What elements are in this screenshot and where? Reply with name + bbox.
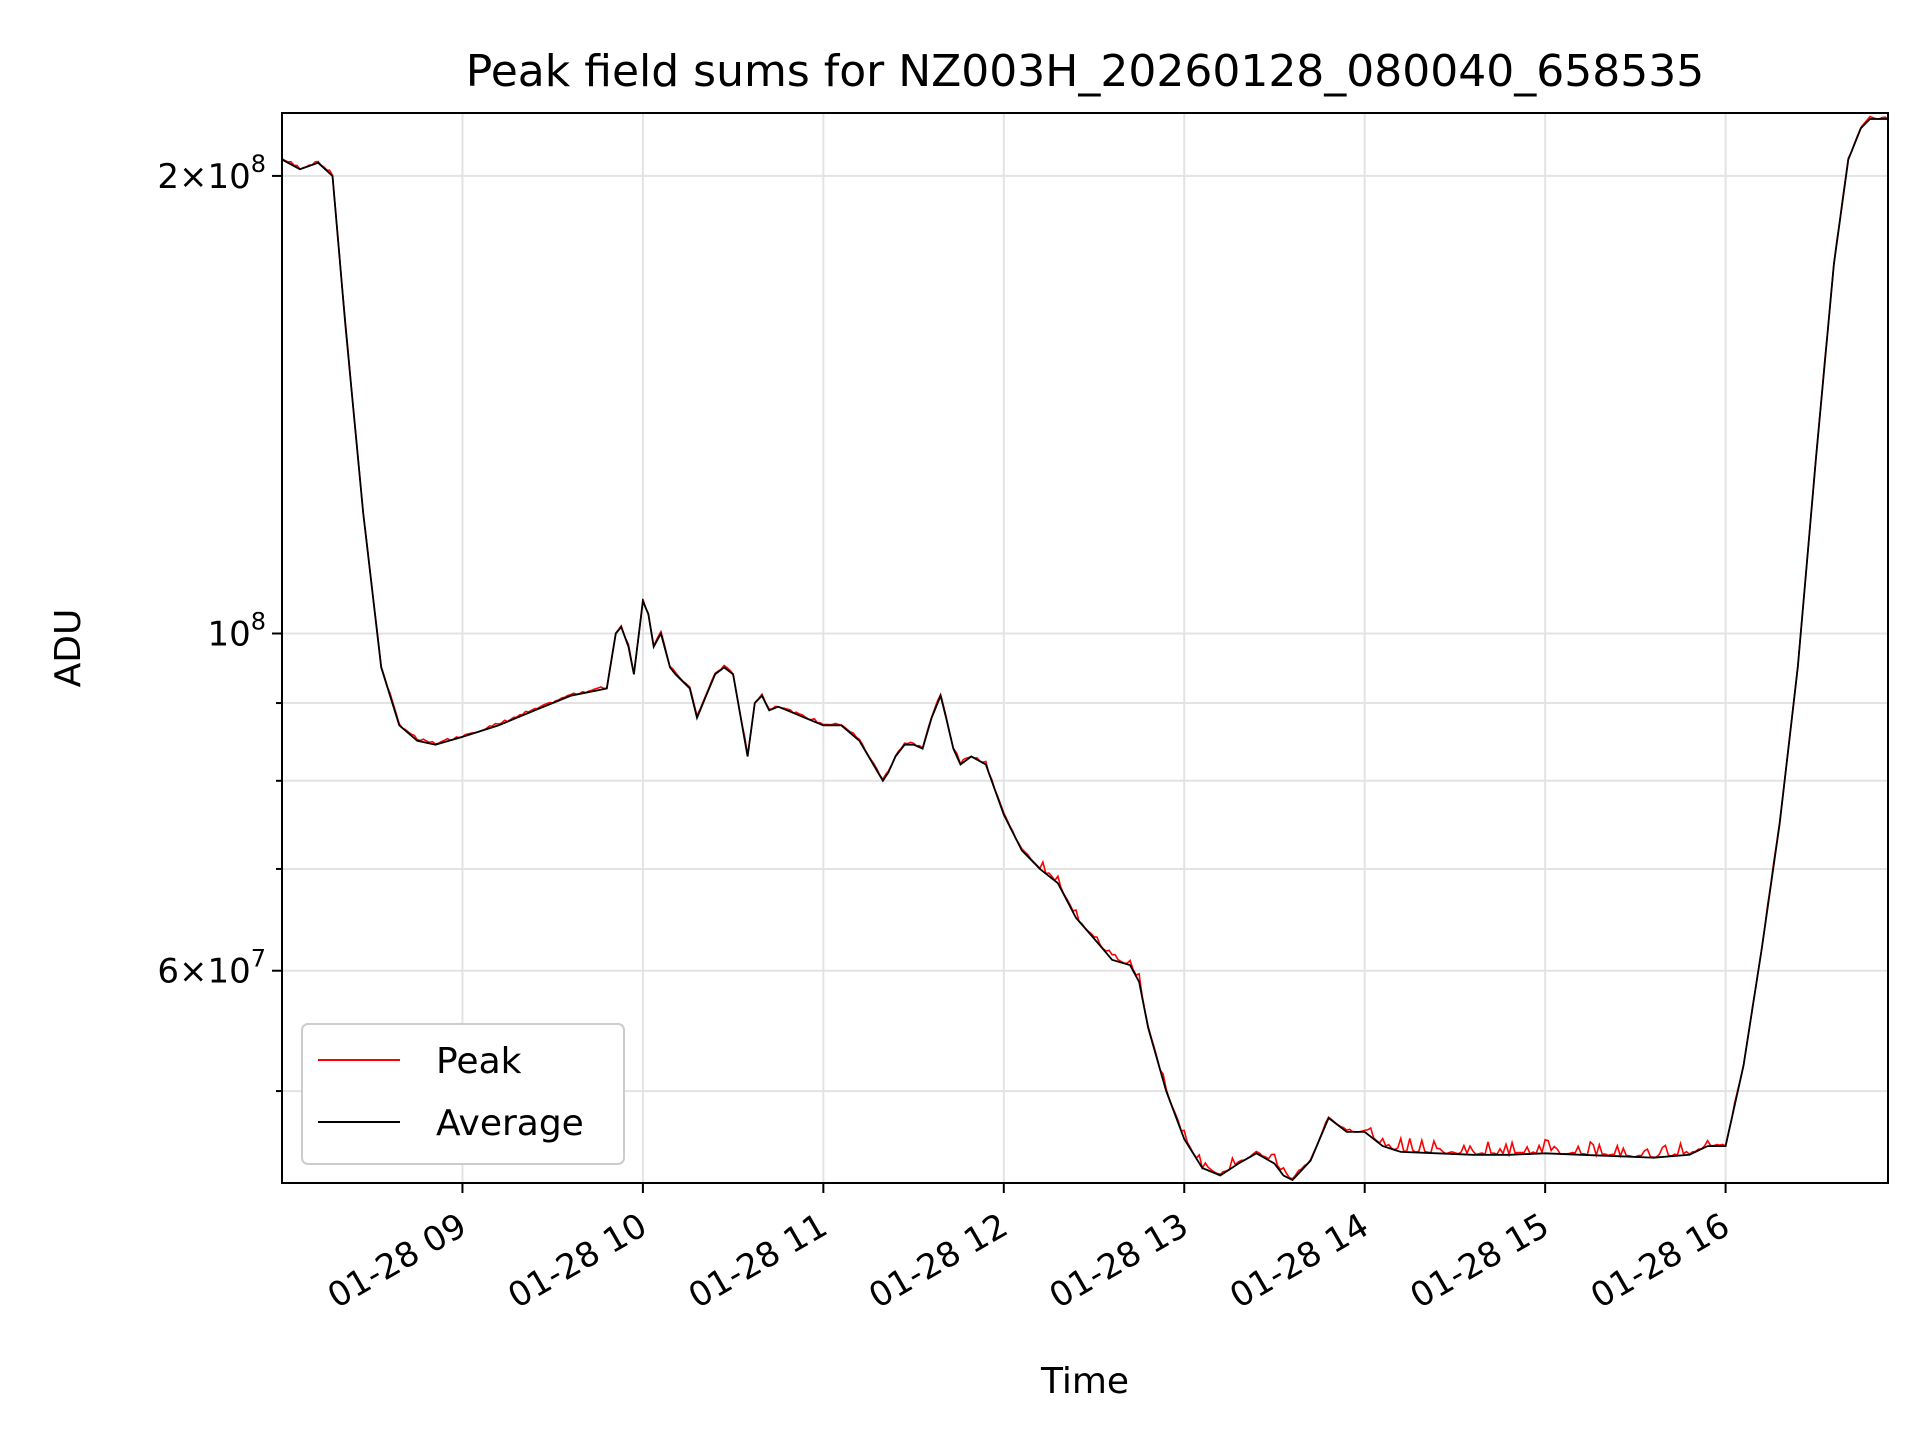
legend: Peak Average xyxy=(301,1023,625,1165)
legend-peak-label: Peak xyxy=(436,1041,522,1082)
legend-average-label: Average xyxy=(436,1103,584,1144)
y-tick-label: 108 xyxy=(207,607,266,654)
series-layer xyxy=(282,115,1888,1182)
x-axis-label: Time xyxy=(1040,1361,1129,1402)
y-axis-label: ADU xyxy=(48,609,89,688)
plot-frame xyxy=(281,112,1889,1184)
y-tick-label: 2×108 xyxy=(157,150,266,197)
chart-title: Peak field sums for NZ003H_20260128_0800… xyxy=(466,46,1704,97)
average-series-line xyxy=(282,118,1888,1182)
y-tick-label: 6×107 xyxy=(157,945,266,992)
